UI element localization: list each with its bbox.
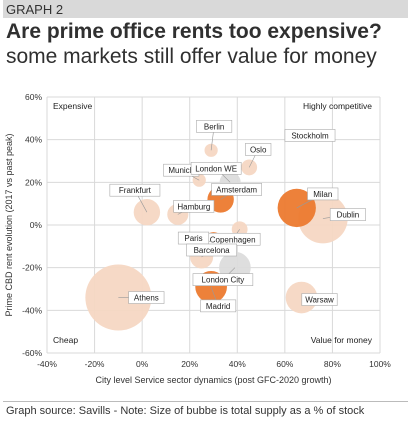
axis-layer: -40% -20% 0% 20% 40% 60% 80% 100% 60% 40% 20% 0% -20… — [4, 92, 391, 385]
label-box — [186, 243, 237, 257]
x-tick-label: -40% — [37, 359, 57, 369]
y-tick-label: 0% — [30, 220, 43, 230]
label-box — [301, 293, 338, 306]
label-box — [128, 291, 165, 304]
data-label-barcelona: Barcelona — [186, 243, 237, 258]
y-tick-label: -40% — [22, 305, 42, 315]
data-label-warsaw: Warsaw — [301, 293, 338, 306]
x-axis-title: City level Service sector dynamics (post… — [95, 375, 331, 385]
label-text: Berlin — [204, 122, 224, 131]
x-tick-label: 60% — [276, 359, 293, 369]
label-text: Stockholm — [291, 131, 329, 140]
label-text: Frankfurt — [119, 186, 152, 195]
footer-note: Graph source: Savills - Note: Size of bu… — [6, 405, 365, 417]
label-layer: Berlin Oslo Stockholm Munich London WE Amster… — [109, 120, 366, 313]
label-text: Athens — [134, 294, 159, 303]
x-tick-label: 0% — [136, 359, 149, 369]
label-box — [284, 129, 336, 142]
x-tick-label: 100% — [369, 359, 391, 369]
y-tick-label: 60% — [25, 92, 42, 102]
x-tick-label: 20% — [181, 359, 198, 369]
x-tick-label: 40% — [229, 359, 246, 369]
data-label-hamburg: Hamburg — [173, 200, 215, 215]
footer-divider — [3, 401, 408, 402]
data-label-paris: Paris — [177, 231, 214, 245]
label-text: London City — [202, 276, 245, 285]
data-label-london-city: London City — [192, 267, 254, 286]
label-text: Copenhagen — [210, 235, 256, 244]
label-box — [109, 183, 161, 197]
data-label-berlin: Berlin — [196, 120, 233, 151]
label-text: Madrid — [206, 302, 230, 311]
label-text: London WE — [195, 164, 237, 173]
y-tick-label: 40% — [25, 135, 42, 145]
quadrant-label-value-for-money: Value for money — [311, 335, 373, 345]
data-label-frankfurt: Frankfurt — [109, 183, 161, 213]
y-tick-label: 20% — [25, 177, 42, 187]
y-tick-label: -20% — [22, 263, 42, 273]
quadrant-label-highly-competitive: Highly competitive — [303, 101, 372, 111]
label-text: Warsaw — [305, 296, 334, 305]
label-text: Munich — [168, 166, 194, 175]
data-label-dublin: Dublin — [322, 208, 366, 221]
label-box — [200, 299, 237, 313]
label-box — [307, 187, 339, 201]
data-label-athens: Athens — [118, 291, 165, 304]
label-box — [245, 143, 272, 156]
data-label-amsterdam: Amsterdam — [211, 183, 262, 200]
quadrant-label-cheap: Cheap — [53, 335, 78, 345]
data-label-oslo: Oslo — [245, 143, 272, 168]
label-box — [211, 183, 262, 196]
label-box — [329, 208, 366, 221]
graph-label-bar — [3, 0, 408, 18]
y-tick-label: -60% — [22, 348, 42, 358]
label-text: Paris — [184, 234, 202, 243]
label-box — [192, 273, 254, 286]
label-text: Dublin — [337, 211, 360, 220]
label-text: Barcelona — [194, 246, 231, 255]
bubble-chart: Berlin Oslo Stockholm Munich London WE Amster… — [4, 92, 391, 385]
data-label-london-we: London WE — [190, 162, 242, 183]
data-label-madrid: Madrid — [200, 286, 237, 313]
label-text: Oslo — [250, 145, 267, 154]
graph-label: GRAPH 2 — [6, 2, 64, 17]
data-label-stockholm: Stockholm — [284, 129, 336, 142]
label-box — [196, 120, 233, 133]
x-tick-label: 80% — [324, 359, 341, 369]
data-label-milan: Milan — [296, 187, 339, 209]
label-text: Hamburg — [177, 202, 210, 211]
quadrant-label-expensive: Expensive — [53, 101, 92, 111]
label-text: Amsterdam — [216, 185, 257, 194]
label-box — [173, 200, 215, 213]
label-text: Milan — [313, 190, 332, 199]
label-box — [190, 162, 242, 175]
chart-subtitle: some markets still offer value for money — [6, 45, 377, 68]
chart-title: Are prime office rents too expensive? — [6, 20, 382, 43]
x-tick-label: -20% — [85, 359, 105, 369]
y-axis-title: Prime CBD rent evolution (2017 vs past p… — [4, 133, 14, 316]
